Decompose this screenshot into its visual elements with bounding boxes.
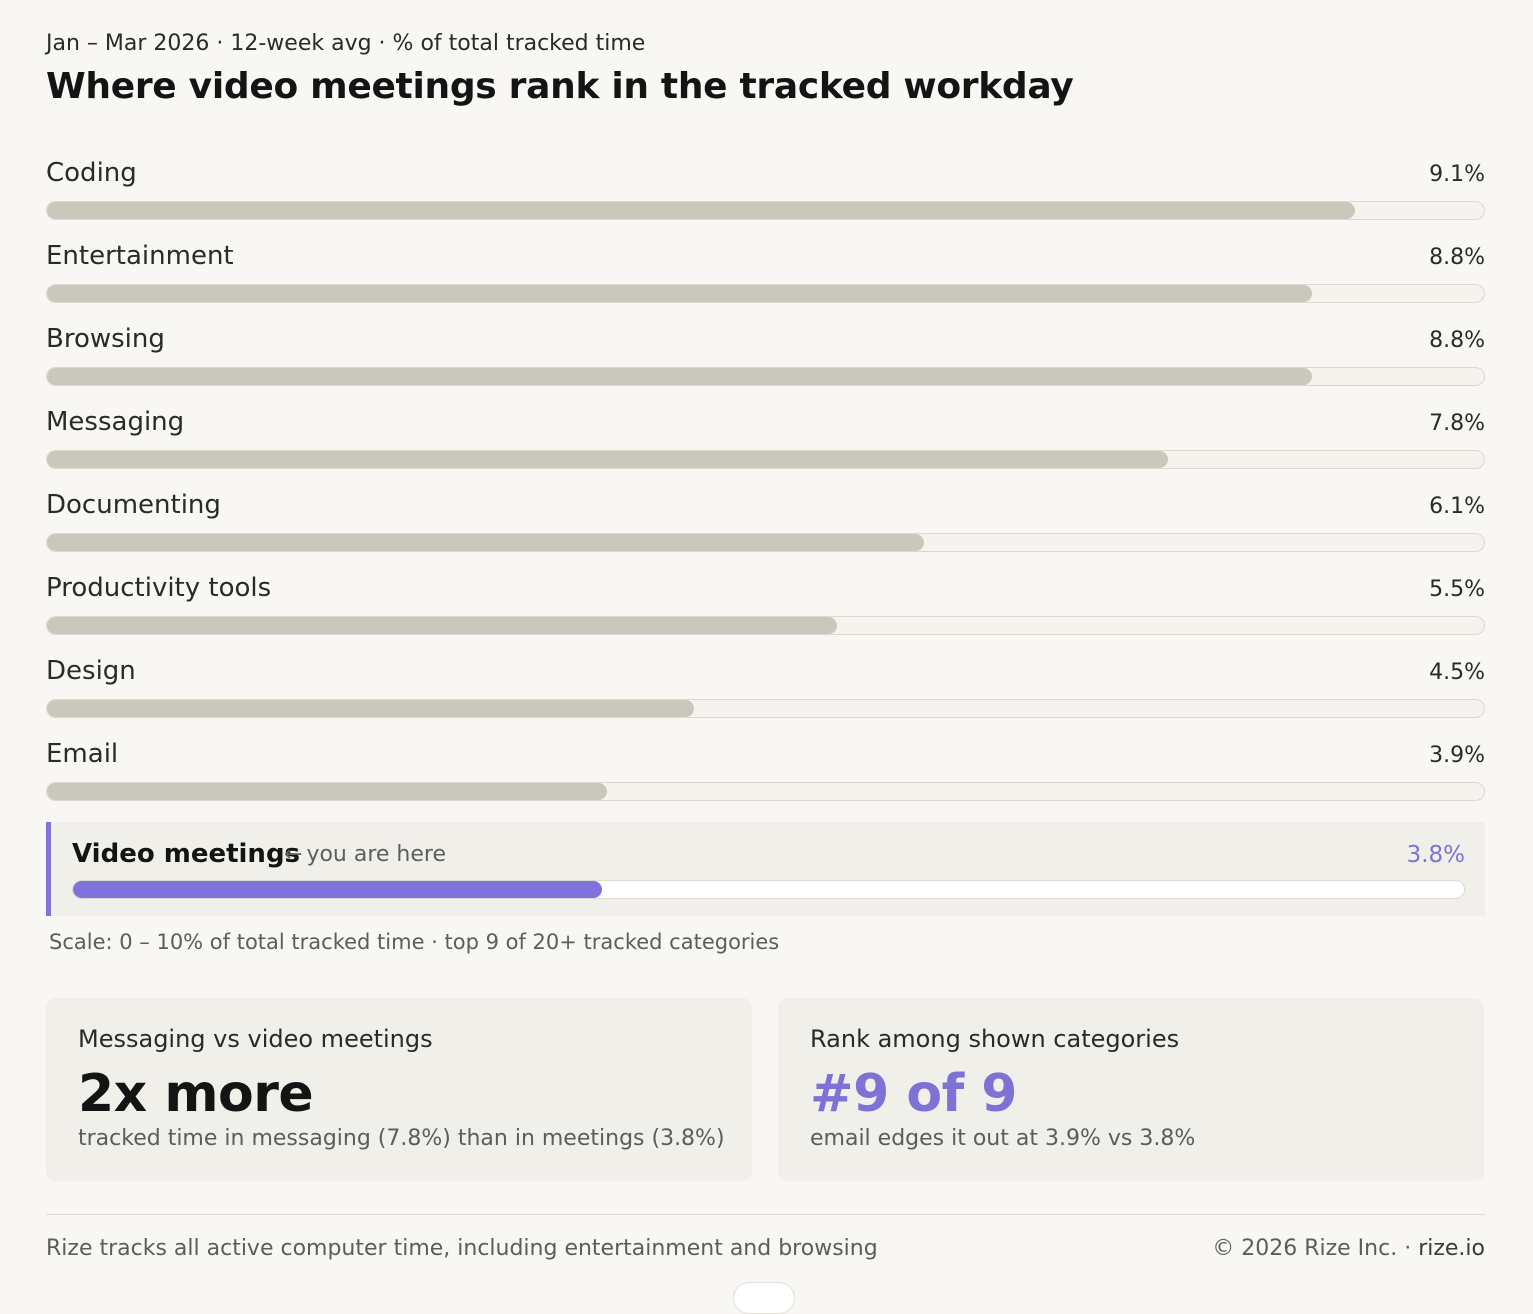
bar-rows: Coding 9.1% Entertainment 8.8% Browsing 8.8% M…: [46, 150, 1485, 814]
bar-coding: [47, 202, 1355, 219]
bar-track-video-meetings: [72, 880, 1465, 899]
stat-card-value: 2x more: [78, 1064, 314, 1124]
bar-email: [47, 783, 608, 800]
bar-track-productivity-tools: [46, 616, 1485, 635]
bar-row-email: Email 3.9%: [46, 731, 1485, 814]
rize-link[interactable]: rize.io: [1418, 1236, 1485, 1261]
bar-track-coding: [46, 201, 1485, 220]
bar-label-browsing: Browsing: [46, 324, 165, 354]
bar-label-documenting: Documenting: [46, 490, 221, 520]
chart-subtitle: Jan – Mar 2026 · 12-week avg · % of tota…: [46, 31, 646, 56]
stat-card-rank: Rank among shown categories #9 of 9 emai…: [778, 998, 1484, 1181]
you-are-here-note: ← you are here: [284, 842, 446, 867]
scale-note: Scale: 0 – 10% of total tracked time · t…: [49, 930, 780, 954]
stat-card-label: Rank among shown categories: [810, 1025, 1180, 1053]
you-are-here-text: you are here: [306, 842, 446, 867]
bar-row-documenting: Documenting 6.1%: [46, 482, 1485, 565]
scroll-indicator[interactable]: [733, 1282, 795, 1314]
bar-value-coding: 9.1%: [1429, 162, 1485, 187]
bar-track-messaging: [46, 450, 1485, 469]
bar-label-productivity-tools: Productivity tools: [46, 573, 272, 603]
bar-row-messaging: Messaging 7.8%: [46, 399, 1485, 482]
stat-card-value: #9 of 9: [810, 1064, 1018, 1124]
stat-card-messaging-vs-meetings: Messaging vs video meetings 2x more trac…: [46, 998, 752, 1181]
footer-copyright: © 2026 Rize Inc. · rize.io: [1212, 1236, 1485, 1261]
bar-video-meetings: [73, 881, 602, 898]
bar-label-video-meetings: Video meetings: [72, 839, 301, 869]
stat-card-label: Messaging vs video meetings: [78, 1025, 433, 1053]
bar-track-design: [46, 699, 1485, 718]
bar-row-entertainment: Entertainment 8.8%: [46, 233, 1485, 316]
copyright-text: © 2026 Rize Inc. ·: [1212, 1236, 1419, 1261]
bar-messaging: [47, 451, 1168, 468]
bar-row-design: Design 4.5%: [46, 648, 1485, 731]
bar-track-email: [46, 782, 1485, 801]
bar-track-documenting: [46, 533, 1485, 552]
bar-documenting: [47, 534, 924, 551]
stat-card-caption: email edges it out at 3.9% vs 3.8%: [810, 1126, 1196, 1151]
bar-label-design: Design: [46, 656, 136, 686]
footer-note: Rize tracks all active computer time, in…: [46, 1236, 878, 1261]
bar-browsing: [47, 368, 1312, 385]
highlight-row-video-meetings: Video meetings ← you are here 3.8%: [46, 822, 1485, 916]
bar-row-productivity-tools: Productivity tools 5.5%: [46, 565, 1485, 648]
stat-card-caption: tracked time in messaging (7.8%) than in…: [78, 1126, 725, 1151]
bar-value-video-meetings: 3.8%: [1406, 842, 1465, 868]
bar-value-browsing: 8.8%: [1429, 328, 1485, 353]
bar-track-browsing: [46, 367, 1485, 386]
bar-label-messaging: Messaging: [46, 407, 185, 437]
bar-label-email: Email: [46, 739, 119, 769]
bar-label-coding: Coding: [46, 158, 137, 188]
chart-title: Where video meetings rank in the tracked…: [46, 66, 1074, 107]
bar-value-messaging: 7.8%: [1429, 411, 1485, 436]
bar-row-coding: Coding 9.1%: [46, 150, 1485, 233]
bar-value-entertainment: 8.8%: [1429, 245, 1485, 270]
bar-label-entertainment: Entertainment: [46, 241, 234, 271]
bar-value-email: 3.9%: [1429, 743, 1485, 768]
bar-value-productivity-tools: 5.5%: [1429, 577, 1485, 602]
footer-divider: [46, 1214, 1485, 1215]
bar-track-entertainment: [46, 284, 1485, 303]
bar-row-browsing: Browsing 8.8%: [46, 316, 1485, 399]
bar-productivity-tools: [47, 617, 838, 634]
bar-value-design: 4.5%: [1429, 660, 1485, 685]
bar-design: [47, 700, 694, 717]
bar-entertainment: [47, 285, 1312, 302]
arrow-left-icon: ←: [284, 842, 303, 867]
bar-value-documenting: 6.1%: [1429, 494, 1485, 519]
